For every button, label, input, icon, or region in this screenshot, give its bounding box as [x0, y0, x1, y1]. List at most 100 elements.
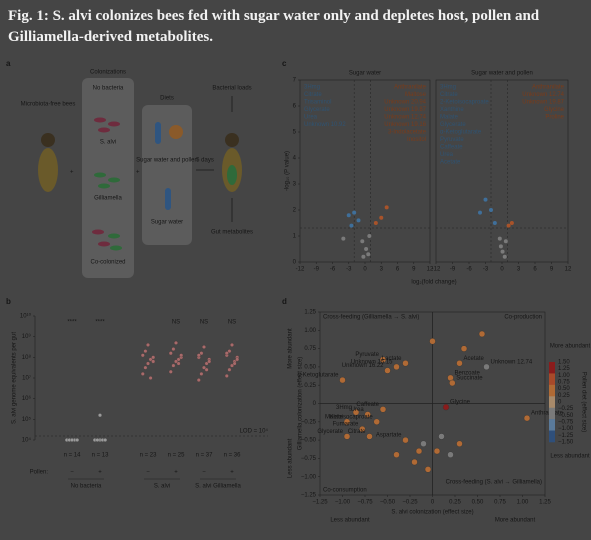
data-point — [500, 249, 505, 254]
data-point — [230, 363, 234, 368]
data-point — [95, 438, 100, 442]
data-point — [227, 349, 232, 354]
data-point — [143, 365, 148, 370]
y-tick-label: 0.50 — [304, 364, 316, 370]
data-point — [460, 345, 468, 352]
x-tick-label: -12 — [296, 267, 305, 273]
x-tick-label: 0.25 — [449, 500, 461, 506]
y-tick-label: 1.25 — [304, 310, 316, 316]
diet-box — [142, 105, 192, 245]
data-point — [179, 353, 184, 358]
significance: **** — [95, 320, 105, 326]
n-label: n = 14 — [64, 453, 82, 459]
point-label: Ketoisocaproate — [329, 414, 373, 420]
data-point — [230, 342, 234, 347]
data-point — [503, 239, 508, 244]
pollen-sign: − — [70, 470, 74, 476]
label: Cross-feeding (Gilliamella → S. alvi) — [323, 315, 419, 321]
colorbar-tick-label: 0.25 — [558, 393, 570, 399]
x-tick-label: 12 — [427, 267, 434, 273]
label: 5 days — [196, 158, 214, 164]
data-point — [199, 351, 204, 356]
y-tick-label: −0.75 — [301, 456, 317, 462]
x-tick-label: 1.00 — [517, 500, 529, 506]
colorbar-label: Pollen diet (effect size) — [580, 372, 586, 433]
colorbar-tick-label: −0.75 — [558, 420, 574, 426]
metabolite-label: 3Hmg — [304, 85, 320, 91]
data-point — [483, 363, 490, 371]
label: Sugar water and pollen — [136, 158, 198, 164]
data-point — [171, 363, 176, 368]
y-axis-label: S. alvi genome equivalents per gut — [12, 332, 18, 424]
y-less: Less abundant — [288, 438, 294, 478]
x-tick-label: −1.00 — [335, 500, 351, 506]
label: Sugar water — [151, 220, 183, 226]
metabolite-label: Unknown 10.92 — [304, 122, 346, 128]
panel-letter: c — [282, 59, 287, 68]
data-point — [373, 418, 380, 425]
metabolite-label: Malate — [440, 115, 459, 121]
x-tick-label: -9 — [450, 267, 456, 273]
n-label: n = 36 — [224, 453, 242, 459]
data-point — [393, 451, 400, 458]
data-point — [415, 447, 423, 455]
y-tick-label: 3 — [293, 182, 297, 188]
metabolite-label: Xanthine — [440, 107, 464, 113]
colorbar-tick-label: 0.75 — [558, 380, 570, 386]
data-point — [202, 365, 206, 370]
colorbar-segment — [549, 396, 555, 409]
point-label: Lactate — [382, 356, 402, 362]
label: S. alvi — [100, 140, 116, 146]
data-point — [456, 360, 463, 367]
label: More abundant — [550, 344, 591, 350]
point-label: Glycine — [450, 400, 471, 406]
data-point — [449, 379, 456, 387]
data-point — [343, 418, 351, 425]
point-label: Caffeate — [356, 402, 379, 408]
metabolite-label: Unknown 19.87 — [384, 107, 426, 113]
data-point — [360, 239, 365, 244]
y-tick-label: 10⁹ — [22, 333, 32, 340]
x-tick-label: 6 — [533, 267, 537, 273]
data-point — [456, 440, 463, 447]
data-point — [346, 213, 351, 218]
metabolite-label: Proline — [545, 115, 564, 121]
metabolite-label: Unknown 19.16 — [384, 122, 426, 128]
metabolite-label: Unknown 20.94 — [384, 100, 426, 106]
colorbar-tick-label: 1.25 — [558, 366, 570, 372]
arrows — [196, 96, 233, 222]
data-point — [171, 347, 176, 352]
metabolite-label: Anthranilate — [394, 85, 427, 91]
x-tick-label: 1.25 — [539, 500, 551, 506]
data-point — [489, 208, 493, 212]
data-point — [140, 371, 145, 376]
data-point — [379, 406, 387, 413]
metabolite-label: Unknown 12.74 — [522, 92, 564, 98]
metabolite-label: Acetate — [440, 160, 461, 166]
data-point — [70, 438, 74, 442]
data-point — [146, 342, 150, 347]
colorbar-tick-label: −1.00 — [558, 426, 574, 432]
data-point — [447, 451, 454, 458]
x-tick-label: 9 — [550, 267, 554, 273]
plus: + — [136, 170, 140, 176]
label: LOD = 10⁴ — [240, 428, 269, 435]
colorbar-tick-label: −0.50 — [558, 413, 574, 419]
data-point — [424, 466, 432, 473]
label: Microbiota-free bees — [21, 102, 76, 108]
metabolite-label: 3-Indolacetate — [388, 130, 427, 136]
point-label: Succinate — [456, 376, 483, 382]
pollen-sign: + — [174, 470, 178, 476]
label: More abundant — [495, 518, 536, 524]
data-point — [478, 210, 482, 215]
plus: + — [70, 170, 74, 176]
metabolite-label: Citrate — [304, 92, 322, 98]
data-point — [174, 359, 178, 364]
data-point — [523, 414, 531, 422]
y-tick-label: 0.75 — [304, 346, 316, 352]
point-label: Acetate — [464, 356, 485, 362]
bee-icons — [38, 122, 242, 210]
label: Colonizations — [90, 70, 126, 76]
x-tick-label: -3 — [483, 267, 489, 273]
data-point — [168, 369, 173, 374]
